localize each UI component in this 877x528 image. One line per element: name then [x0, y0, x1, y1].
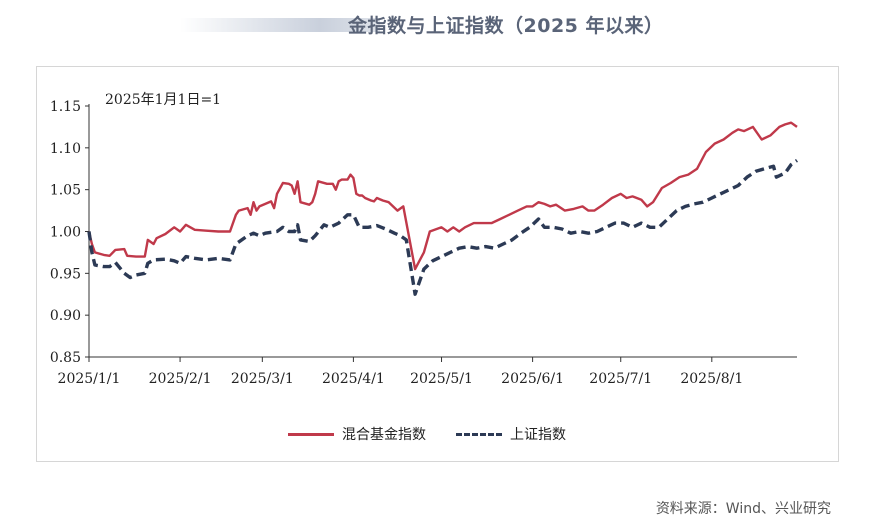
- y-tick-label: 0.90: [50, 308, 81, 324]
- x-tick-label: 2025/5/1: [410, 371, 473, 387]
- x-tick-label: 2025/3/1: [231, 371, 294, 387]
- legend-item-sse: 上证指数: [456, 424, 566, 444]
- x-tick-label: 2025/8/1: [680, 371, 743, 387]
- x-tick-label: 2025/2/1: [149, 371, 212, 387]
- series-line-sse: [87, 159, 798, 296]
- title-decoration: [180, 18, 380, 32]
- x-tick-label: 2025/6/1: [501, 371, 564, 387]
- legend-item-fund: 混合基金指数: [288, 424, 426, 444]
- legend-swatch-sse: [456, 432, 502, 436]
- series-line-fund: [87, 121, 798, 271]
- y-tick-label: 1.00: [50, 225, 81, 241]
- title-bar: 金指数与上证指数（2025 年以来）: [180, 8, 700, 38]
- y-tick-label: 1.15: [50, 99, 81, 115]
- y-tick-label: 1.10: [50, 141, 81, 157]
- line-chart: 0.85 0.90 0.95 1.00 1.05 1.10 1.15 2025/1/1 2025…: [50, 92, 798, 387]
- x-tick-label: 2025/1/1: [58, 371, 121, 387]
- legend-label-fund: 混合基金指数: [342, 427, 426, 443]
- y-tick-label: 0.95: [50, 266, 81, 282]
- legend-label-sse: 上证指数: [510, 427, 566, 443]
- x-tick-label: 2025/4/1: [322, 371, 385, 387]
- source-note: 资料来源：Wind、兴业研究: [655, 501, 831, 517]
- chart-frame: 0.85 0.90 0.95 1.00 1.05 1.10 1.15 2025/1/1 2025…: [36, 66, 839, 462]
- y-tick-label: 1.05: [50, 183, 81, 199]
- legend-swatch-fund: [288, 432, 334, 436]
- y-tick-label: 0.85: [50, 350, 81, 366]
- base-note: 2025年1月1日=1: [105, 92, 221, 108]
- chart-title: 金指数与上证指数（2025 年以来）: [348, 15, 664, 37]
- x-tick-label: 2025/7/1: [589, 371, 652, 387]
- legend: 混合基金指数 上证指数: [288, 422, 596, 446]
